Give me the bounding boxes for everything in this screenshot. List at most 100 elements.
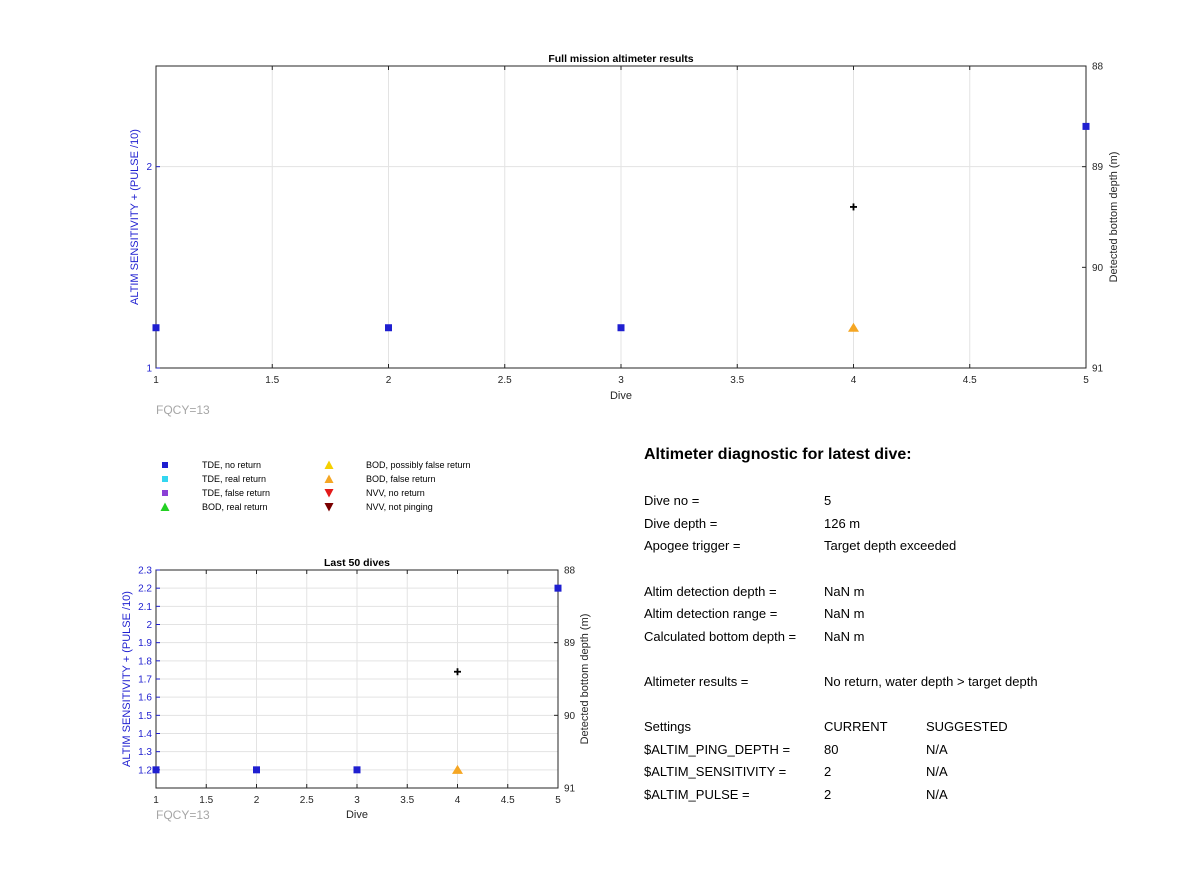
- data-point-square: [385, 324, 392, 332]
- x-tick-label: 1.5: [265, 375, 279, 386]
- data-point-plus: [454, 668, 461, 676]
- x-axis-label: Dive: [610, 390, 632, 402]
- y-left-tick-label: 2: [146, 162, 152, 173]
- y-left-tick-label: 2.1: [138, 602, 152, 613]
- x-tick-label: 1.5: [199, 795, 213, 806]
- legend-label: TDE, real return: [202, 474, 267, 484]
- detection-depth-value: NaN m: [824, 584, 865, 599]
- x-axis-label: Dive: [346, 809, 368, 821]
- y-right-tick-label: 90: [564, 711, 576, 722]
- x-tick-label: 3.5: [730, 375, 744, 386]
- y-right-axis-label: Detected bottom depth (m): [1108, 152, 1120, 283]
- legend-label: BOD, real return: [202, 502, 268, 512]
- y-right-axis-label: Detected bottom depth (m): [579, 614, 591, 745]
- altimeter-results-label: Altimeter results =: [644, 674, 749, 689]
- ping-depth-current: 80: [824, 742, 839, 757]
- pulse-current: 2: [824, 787, 832, 802]
- y-left-tick-label: 2: [146, 620, 152, 631]
- legend-marker-triangle-up-icon: [324, 460, 334, 469]
- x-tick-label: 4: [851, 375, 857, 386]
- sensitivity-suggested: N/A: [926, 764, 948, 779]
- data-point-triangle: [452, 764, 463, 774]
- data-point-square: [152, 766, 160, 774]
- legend-marker-triangle-down-icon: [324, 489, 334, 498]
- x-tick-label: 4: [455, 795, 461, 806]
- x-tick-label: 2: [254, 795, 260, 806]
- chart-title: Last 50 dives: [324, 557, 390, 569]
- data-point-square: [554, 584, 562, 592]
- settings-label: Settings: [644, 719, 691, 734]
- x-tick-label: 3: [354, 795, 360, 806]
- legend-label: NVV, not pinging: [366, 502, 433, 512]
- y-right-tick-label: 89: [1092, 162, 1104, 173]
- data-point-square: [253, 766, 260, 774]
- legend-marker-square-icon: [162, 476, 168, 482]
- y-left-tick-label: 1.7: [138, 675, 152, 686]
- legend-marker-triangle-up-icon: [324, 474, 334, 483]
- detection-range-label: Altim detection range =: [644, 606, 778, 621]
- data-point-square: [617, 324, 625, 332]
- y-left-tick-label: 1.5: [138, 711, 152, 722]
- legend-label: BOD, false return: [366, 474, 436, 484]
- x-tick-label: 5: [555, 795, 561, 806]
- marker-legend: TDE, no return TDE, real return TDE, fal…: [160, 458, 520, 518]
- chart-last-50-dives: 1 1.5 2 2.5 3 3.5 4 4.5 5 1.2 1.3 1.4 1.5 1.6 1.7 1.8 1.…: [121, 557, 591, 822]
- bottom-depth-label: Calculated bottom depth =: [644, 629, 797, 644]
- apogee-trigger-value: Target depth exceeded: [824, 538, 957, 553]
- x-tick-label: 1: [153, 795, 159, 806]
- apogee-trigger-label: Apogee trigger =: [644, 538, 741, 553]
- dive-depth-label: Dive depth =: [644, 516, 718, 531]
- x-tick-label: 4.5: [501, 795, 515, 806]
- y-left-tick-label: 1.6: [138, 693, 152, 704]
- pulse-label: $ALTIM_PULSE =: [644, 787, 750, 802]
- data-point-plus: [850, 203, 857, 211]
- chart-title: Full mission altimeter results: [548, 53, 693, 65]
- y-left-tick-label: 1.4: [138, 729, 152, 740]
- x-tick-label: 5: [1083, 375, 1089, 386]
- y-left-tick-label: 1.3: [138, 747, 152, 758]
- data-point-square: [353, 766, 361, 774]
- detection-depth-label: Altim detection depth =: [644, 584, 777, 599]
- dive-no-label: Dive no =: [644, 493, 700, 508]
- x-tick-label: 3.5: [400, 795, 414, 806]
- legend-label: TDE, false return: [202, 488, 271, 498]
- altimeter-results-value: No return, water depth > target depth: [824, 674, 1038, 689]
- y-right-tick-label: 90: [1092, 263, 1104, 274]
- y-right-tick-label: 91: [1092, 364, 1104, 375]
- dive-depth-value: 126 m: [824, 516, 861, 531]
- data-point-square: [152, 324, 160, 332]
- dive-no-value: 5: [824, 493, 832, 508]
- y-left-tick-label: 2.3: [138, 566, 152, 577]
- suggested-column-header: SUGGESTED: [926, 719, 1008, 734]
- y-left-tick-label: 1.9: [138, 638, 152, 649]
- x-tick-label: 3: [618, 375, 624, 386]
- legend-marker-square-icon: [162, 490, 168, 496]
- y-left-axis-label: ALTIM SENSITIVITY + (PULSE /10): [121, 591, 133, 767]
- sensitivity-label: $ALTIM_SENSITIVITY =: [644, 764, 787, 779]
- y-right-tick-label: 88: [564, 566, 576, 577]
- fqcy-annotation: FQCY=13: [156, 808, 210, 822]
- current-column-header: CURRENT: [824, 719, 888, 734]
- y-right-tick-label: 89: [564, 638, 576, 649]
- y-left-tick-label: 1: [146, 364, 152, 375]
- data-point-triangle: [848, 322, 859, 332]
- x-tick-label: 2.5: [498, 375, 512, 386]
- data-point-square: [1082, 122, 1090, 130]
- x-tick-label: 2.5: [300, 795, 314, 806]
- y-left-tick-label: 2.2: [138, 584, 152, 595]
- x-tick-label: 2: [386, 375, 392, 386]
- chart-full-mission: 1 1.5 2 2.5 3 3.5 4 4.5 5 1 2 88 89 90 91 Full mission …: [129, 53, 1120, 417]
- fqcy-annotation: FQCY=13: [156, 403, 210, 417]
- pulse-suggested: N/A: [926, 787, 948, 802]
- y-left-tick-label: 1.8: [138, 656, 152, 667]
- legend-marker-triangle-up-icon: [160, 502, 170, 511]
- ping-depth-label: $ALTIM_PING_DEPTH =: [644, 742, 791, 757]
- y-right-tick-label: 91: [564, 784, 576, 795]
- x-tick-label: 1: [153, 375, 159, 386]
- y-left-axis-label: ALTIM SENSITIVITY + (PULSE /10): [129, 129, 141, 305]
- legend-label: TDE, no return: [202, 460, 262, 470]
- bottom-depth-value: NaN m: [824, 629, 865, 644]
- legend-label: BOD, possibly false return: [366, 460, 471, 470]
- diagnostic-title: Altimeter diagnostic for latest dive:: [644, 446, 912, 463]
